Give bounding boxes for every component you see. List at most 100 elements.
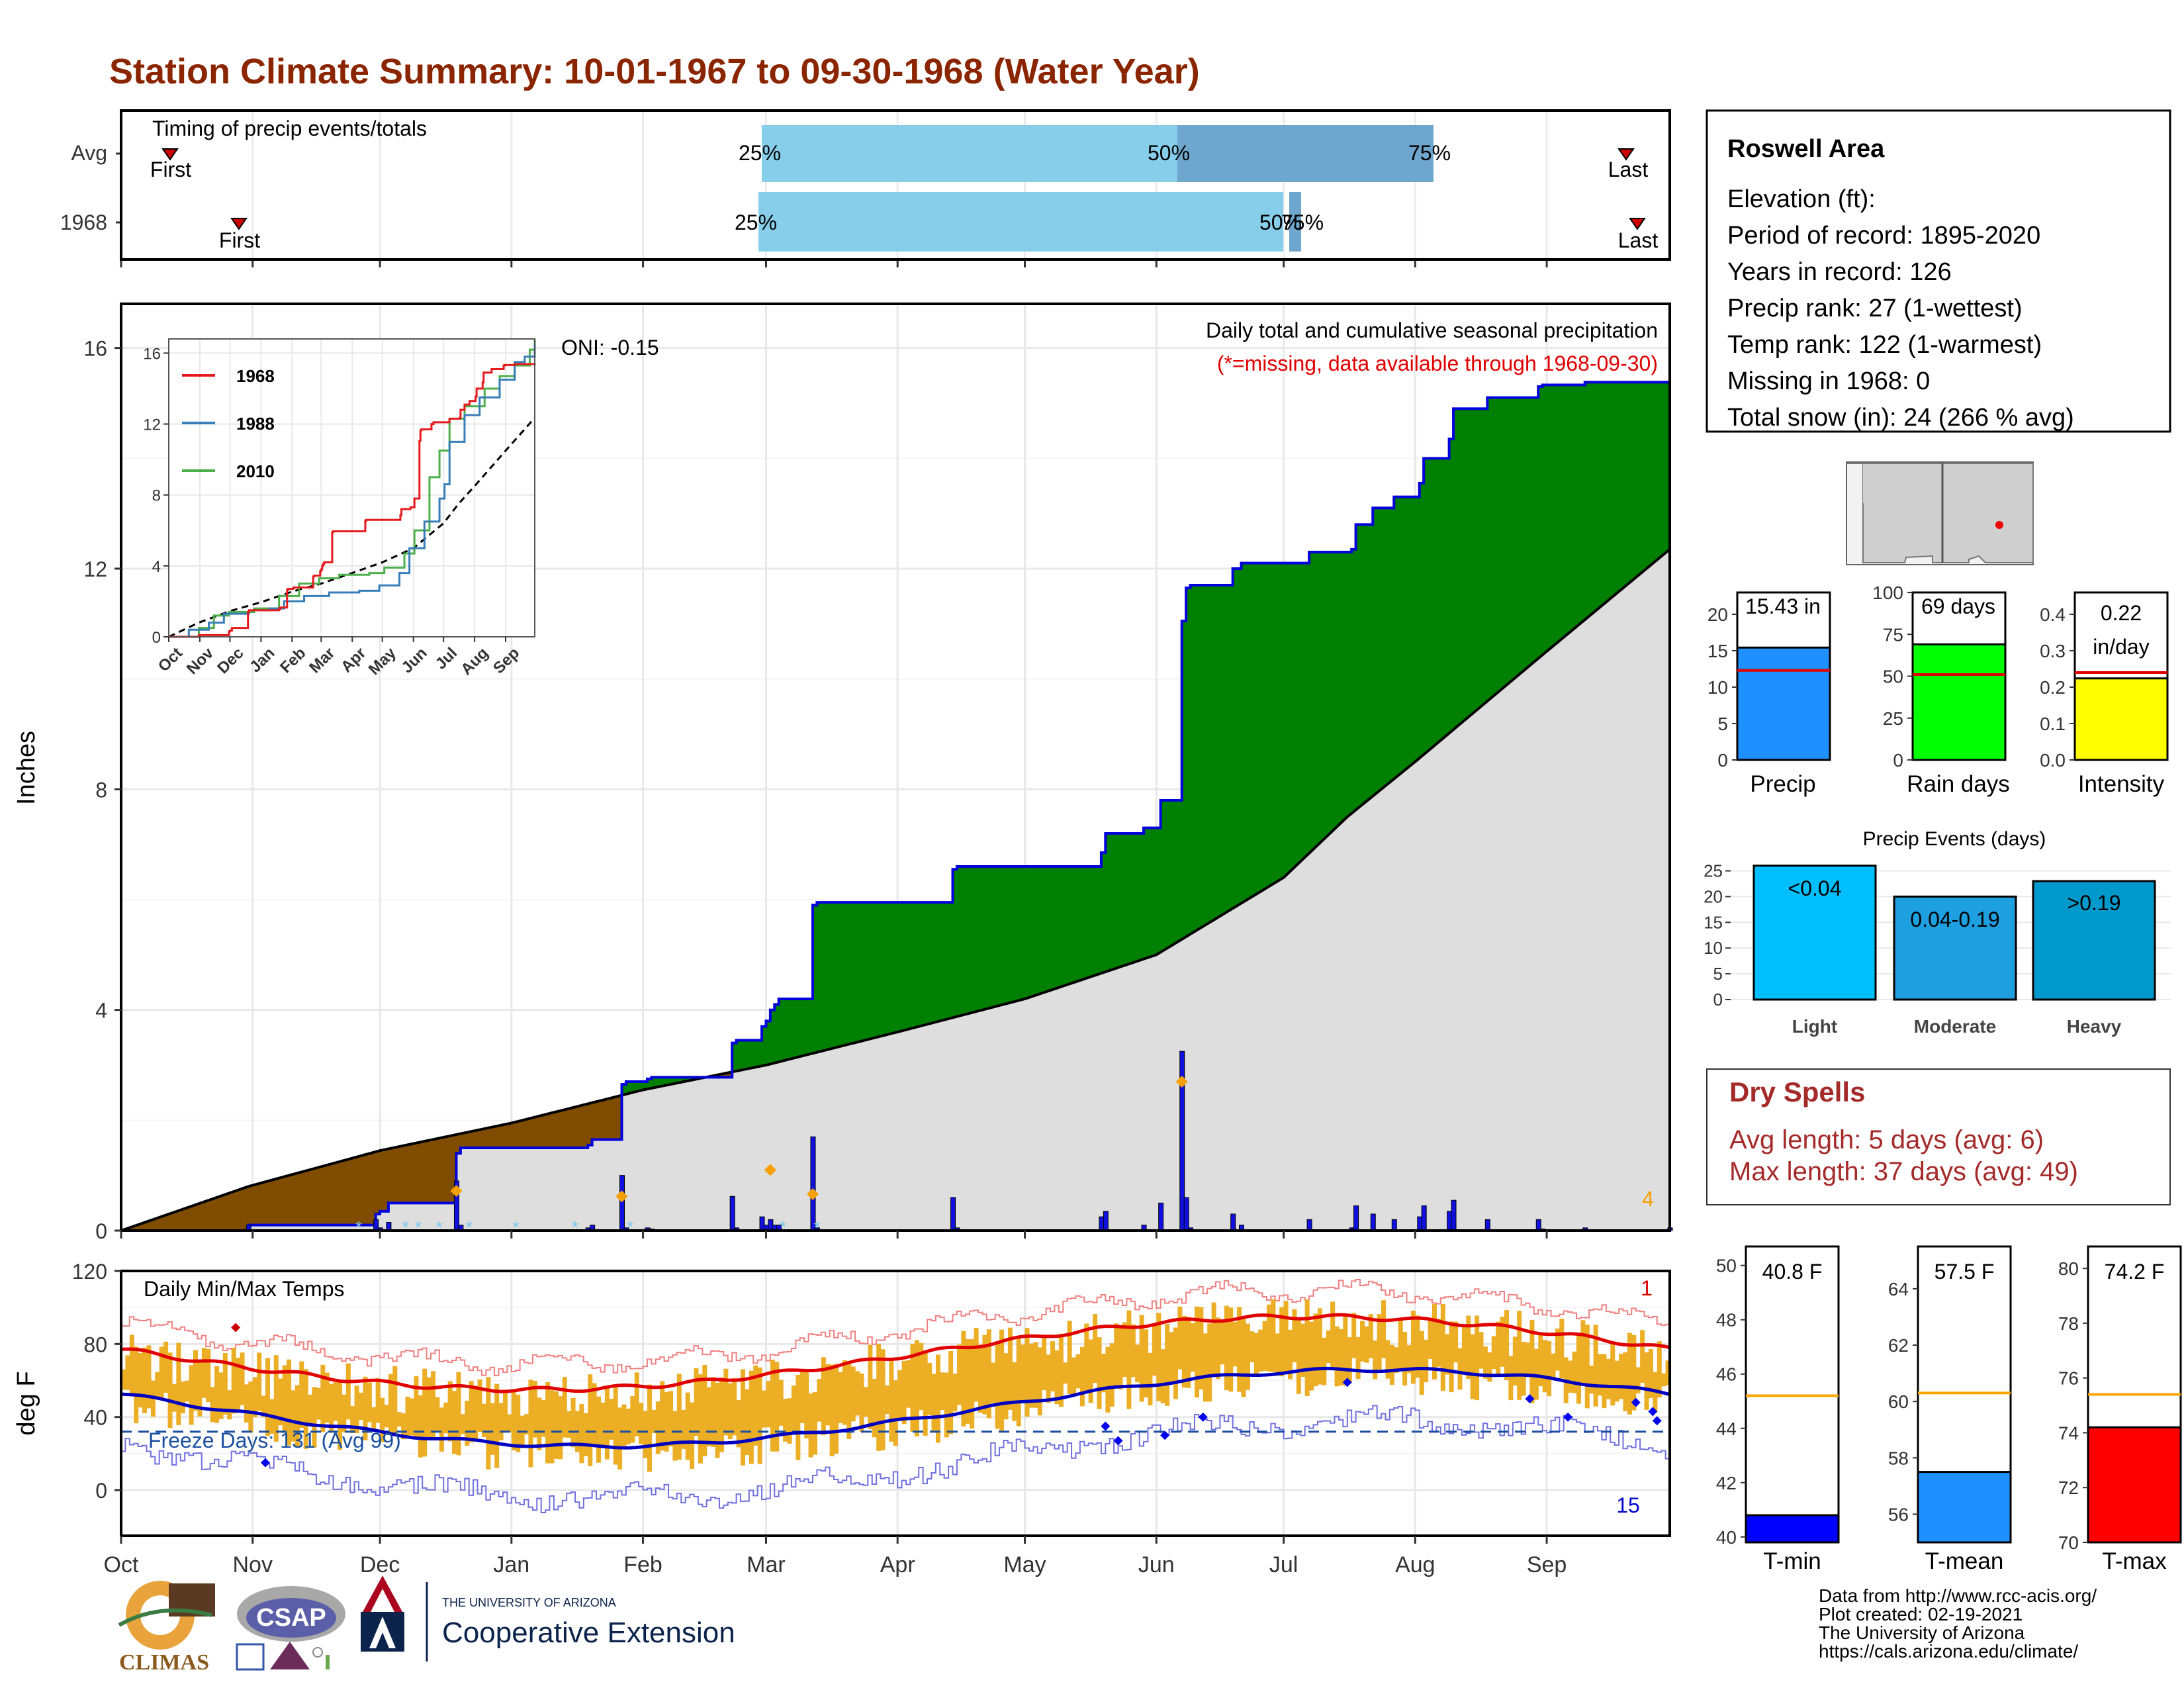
- precip-title-line2: (*=missing, data available through 1968-…: [1217, 352, 1658, 375]
- daily-temp-bar: [473, 1385, 478, 1439]
- daily-temp-bar: [825, 1364, 831, 1426]
- daily-temp-bar: [583, 1413, 588, 1457]
- month-label: Feb: [623, 1552, 662, 1577]
- daily-temp-bar: [1496, 1321, 1501, 1376]
- temp-bar-fill: [2087, 1426, 2182, 1544]
- daily-temp-bar: [859, 1373, 864, 1432]
- daily-temp-bar: [1517, 1311, 1522, 1400]
- record-precip-marker: [450, 1185, 463, 1197]
- daily-temp-bar: [1054, 1350, 1060, 1405]
- daily-temp-bar: [956, 1344, 962, 1405]
- month-label: Jun: [1138, 1552, 1175, 1577]
- tmin-bar-label: T-min: [1763, 1548, 1821, 1574]
- avg-p75: 75%: [1408, 141, 1451, 165]
- daily-temp-bar: [838, 1372, 843, 1423]
- daily-temp-bar: [134, 1346, 139, 1424]
- event-bar-label-light: <0.04: [1788, 876, 1842, 900]
- temp-bar-ytick-label: 80: [2058, 1258, 2079, 1279]
- daily-temp-bar: [1046, 1354, 1051, 1403]
- record-count: 4: [1642, 1187, 1654, 1211]
- daily-temp-bar: [320, 1364, 326, 1432]
- inset-2010-line: [169, 339, 536, 638]
- tmean-bar-label: T-mean: [1925, 1548, 2004, 1574]
- precip-bar-value: 15.43 in: [1745, 594, 1821, 618]
- daily-temp-bar: [1449, 1321, 1454, 1393]
- max-record-count: 1: [1641, 1276, 1653, 1300]
- footer-line-4: https://cals.arizona.edu/climate/: [1819, 1641, 2078, 1662]
- daily-temp-bar: [914, 1340, 919, 1436]
- daily-temp-bar: [600, 1402, 606, 1446]
- record-max-marker: [231, 1323, 241, 1333]
- summary-bar-ytick-label: 20: [1707, 604, 1728, 625]
- inset-average-line: [168, 417, 536, 638]
- first-1968-label: First: [219, 228, 260, 252]
- daily-temp-bar: [1504, 1310, 1509, 1381]
- daily-temp-bar: [329, 1383, 334, 1432]
- daily-temp-bar: [452, 1391, 457, 1454]
- ua-small-text: THE UNIVERSITY OF ARIZONA: [442, 1596, 616, 1609]
- daily-temp-bar: [672, 1411, 678, 1461]
- daily-temp-bar: [1177, 1306, 1183, 1370]
- daily-temp-bar: [481, 1403, 486, 1438]
- daily-temp-bar: [287, 1359, 292, 1446]
- event-bar-label-moderate: 0.04-0.19: [1910, 908, 1999, 931]
- daily-temp-bar: [927, 1363, 933, 1415]
- daily-temp-bar: [952, 1374, 958, 1412]
- summary-bar-ytick-label: 100: [1872, 583, 1903, 603]
- daily-temp-bar: [978, 1344, 983, 1413]
- temp-bar-ytick-label: 74: [2058, 1423, 2079, 1443]
- month-label: Dec: [360, 1552, 400, 1577]
- daily-temp-bar: [388, 1374, 393, 1434]
- precip-ytick-label: 8: [95, 778, 107, 802]
- daily-temp-bar: [1576, 1335, 1581, 1404]
- raindays-bar-label: Rain days: [1907, 771, 2010, 797]
- precip-deficit-area: [125, 1084, 626, 1231]
- last-1968-marker: [1629, 218, 1646, 230]
- daily-precip-bar: [1158, 1202, 1164, 1231]
- station-location-marker: [1995, 521, 2003, 529]
- daily-temp-bar: [812, 1391, 817, 1455]
- summary-bar-ytick-label: 75: [1883, 624, 1903, 645]
- daily-temp-bar: [1300, 1323, 1306, 1378]
- daily-temp-bar: [1572, 1351, 1577, 1393]
- daily-temp-bar: [1296, 1320, 1301, 1394]
- daily-temp-bar: [142, 1347, 148, 1413]
- y1968-p75: 75%: [1281, 211, 1324, 234]
- inset-ytick-label: 12: [143, 416, 161, 434]
- daily-temp-bar: [1237, 1307, 1242, 1392]
- daily-temp-bar: [1334, 1326, 1340, 1387]
- precip-ytick-label: 12: [83, 557, 107, 581]
- temp-ytick-label: 120: [72, 1260, 107, 1284]
- daily-temp-bar: [414, 1376, 419, 1439]
- daily-temp-bar: [1097, 1337, 1102, 1409]
- precip-events-title: Precip Events (days): [1863, 828, 2046, 850]
- daily-temp-bar: [1258, 1329, 1263, 1372]
- daily-temp-bar: [218, 1372, 224, 1419]
- month-label: Jul: [1269, 1552, 1298, 1577]
- daily-temp-bar: [303, 1369, 308, 1449]
- precip-events-chart: 0 5 10 15 20 25: [1704, 861, 2171, 1009]
- daily-temp-bar: [1428, 1319, 1433, 1359]
- tmax-bar-value: 74.2 F: [2105, 1260, 2165, 1284]
- daily-temp-bar: [1194, 1306, 1199, 1398]
- daily-temp-bar: [855, 1371, 860, 1416]
- daily-temp-bar: [1457, 1348, 1463, 1390]
- daily-temp-bar: [643, 1411, 648, 1458]
- daily-temp-bar: [431, 1371, 436, 1439]
- csap-logo-text: CSAP: [256, 1604, 326, 1632]
- daily-temp-bar: [197, 1360, 203, 1417]
- daily-temp-bar: [1063, 1362, 1068, 1384]
- daily-temp-bar: [1491, 1336, 1496, 1370]
- daily-temp-bar: [1657, 1341, 1662, 1398]
- footer-line-3: The University of Arizona: [1819, 1622, 2025, 1643]
- daily-temp-bar: [1508, 1356, 1514, 1401]
- daily-temp-bar: [901, 1360, 907, 1425]
- daily-temp-bar: [125, 1355, 130, 1390]
- daily-temp-bar: [596, 1396, 602, 1463]
- event-cat-moderate: Moderate: [1914, 1016, 1996, 1037]
- daily-temp-bar: [1105, 1346, 1111, 1413]
- timing-avg-bar-upper: [1177, 125, 1433, 182]
- daily-temp-bar: [1101, 1354, 1106, 1393]
- daily-temp-bar: [180, 1382, 185, 1414]
- temp-bar-ytick-label: 72: [2058, 1477, 2079, 1498]
